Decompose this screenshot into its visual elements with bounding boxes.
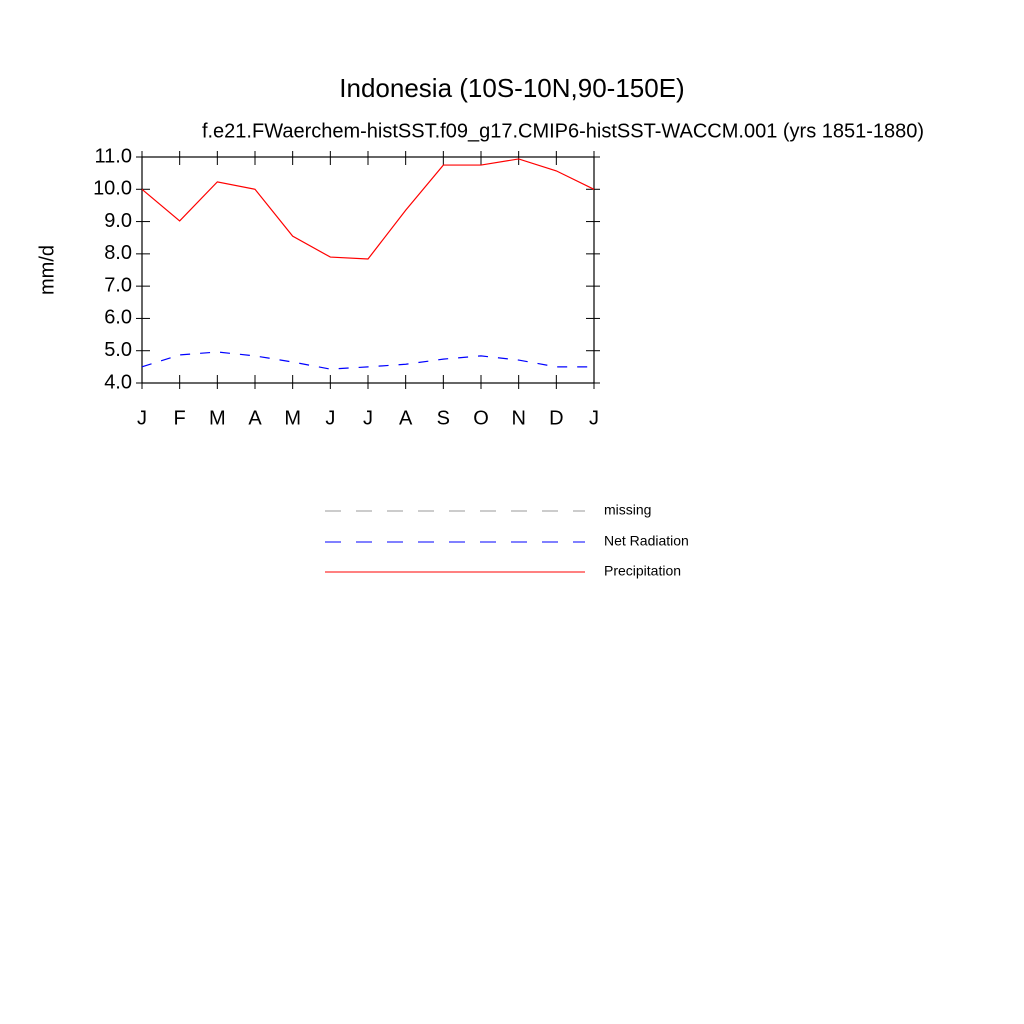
x-tick-label: J — [325, 407, 335, 429]
y-tick-label: 10.0 — [93, 178, 132, 200]
x-tick-label: M — [209, 407, 226, 429]
legend-label: Net Radiation — [604, 533, 689, 549]
x-tick-label: M — [284, 407, 301, 429]
x-tick-label: O — [473, 407, 489, 429]
y-tick-label: 7.0 — [104, 274, 132, 296]
x-tick-label: J — [589, 407, 599, 429]
x-tick-label: F — [174, 407, 186, 429]
x-tick-label: N — [511, 407, 525, 429]
y-tick-label: 9.0 — [104, 210, 132, 232]
x-tick-label: J — [363, 407, 373, 429]
x-tick-label: A — [399, 407, 413, 429]
y-tick-label: 4.0 — [104, 371, 132, 393]
y-tick-label: 5.0 — [104, 339, 132, 361]
plot-frame — [141, 156, 595, 384]
legend-label: Precipitation — [604, 563, 681, 579]
y-tick-label: 6.0 — [104, 307, 132, 329]
x-tick-label: J — [137, 407, 147, 429]
x-tick-label: A — [248, 407, 262, 429]
x-tick-label: D — [549, 407, 563, 429]
series-line — [141, 351, 594, 370]
x-tick-label: S — [437, 407, 450, 429]
series-line — [141, 158, 595, 260]
y-tick-label: 8.0 — [104, 242, 132, 264]
legend-label: missing — [604, 502, 651, 518]
chart-subtitle: f.e21.FWaerchem-histSST.f09_g17.CMIP6-hi… — [202, 120, 924, 142]
y-axis-label: mm/d — [36, 245, 58, 295]
chart-title: Indonesia (10S-10N,90-150E) — [339, 73, 684, 103]
y-tick-label: 11.0 — [95, 145, 132, 167]
